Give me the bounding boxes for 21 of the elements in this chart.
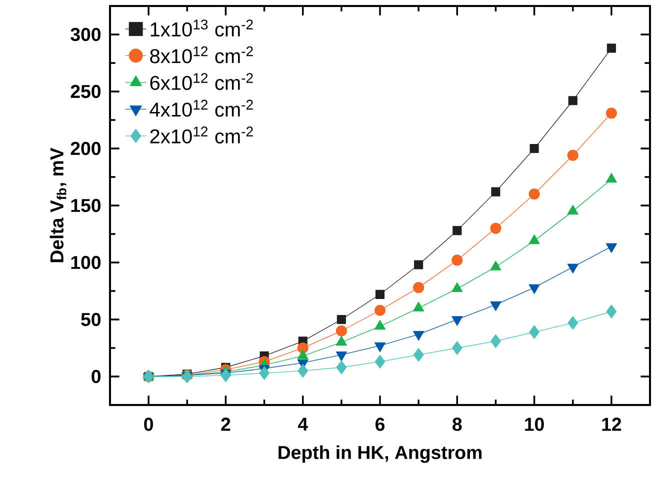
- y-tick-label: 150: [71, 198, 101, 212]
- y-tick-label: 200: [70, 142, 101, 156]
- x-tick-label: 6: [376, 418, 385, 431]
- x-axis-title: Depth in HK, Angstrom: [278, 445, 482, 463]
- y-tick-label: 100: [71, 256, 101, 270]
- y-tick-label: 300: [70, 28, 101, 42]
- y-tick-label: 0: [92, 370, 101, 384]
- legend-label: 6x10$^{12}$ cm$^{-2}$: [150, 73, 253, 90]
- legend-label: 1x10$^{13}$ cm$^{-2}$: [150, 20, 253, 37]
- y-tick-label: 50: [81, 312, 101, 326]
- legend-label: 4x10$^{12}$ cm$^{-2}$: [150, 100, 253, 117]
- x-tick-label: 2: [221, 418, 230, 431]
- legend-label: 8x10$^{12}$ cm$^{-2}$: [150, 46, 253, 64]
- x-tick-label: 4: [298, 418, 308, 431]
- x-tick-label: 10: [525, 418, 544, 431]
- x-tick-label: 0: [144, 418, 154, 431]
- y-axis-title: Delta V$_{fb}$, mV: [50, 148, 66, 262]
- x-tick-label: 8: [452, 418, 462, 431]
- x-tick-label: 12: [602, 418, 622, 431]
- y-tick-label: 250: [70, 84, 101, 98]
- legend-label: 2x10$^{12}$ cm$^{-2}$: [150, 126, 253, 144]
